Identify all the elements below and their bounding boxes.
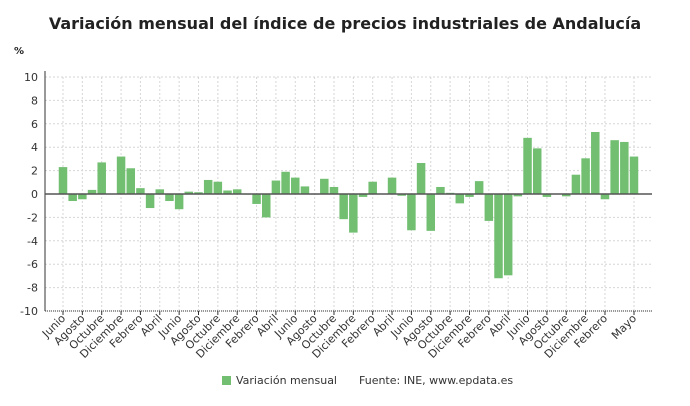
legend: Variación mensual Fuente: INE, www.epdat… [222, 374, 513, 387]
bar [407, 194, 416, 231]
bar [620, 141, 629, 194]
bar [126, 168, 135, 194]
bar [252, 194, 261, 204]
bar [416, 162, 426, 194]
y-tick-label: -4 [27, 235, 38, 248]
bar [436, 186, 445, 194]
bar [97, 162, 106, 194]
bar [358, 194, 368, 197]
bar [368, 181, 377, 194]
y-tick-label: -6 [27, 258, 38, 271]
bar [281, 171, 290, 194]
bar [484, 194, 494, 221]
bar [155, 189, 165, 194]
legend-swatch [222, 376, 231, 385]
bar [397, 194, 406, 196]
bar [203, 179, 213, 194]
bar [426, 194, 436, 231]
bar [523, 137, 532, 194]
bar [261, 194, 271, 218]
bar [532, 148, 542, 194]
bar [194, 192, 203, 194]
y-tick-label: 0 [31, 188, 38, 201]
bar [213, 181, 223, 194]
y-tick-label: 6 [31, 118, 38, 131]
bar [591, 131, 600, 194]
bar [165, 194, 174, 202]
bar [503, 194, 513, 276]
bar [291, 177, 300, 194]
bar [116, 156, 126, 194]
bar [136, 188, 145, 194]
bar [339, 194, 348, 220]
bar [562, 194, 571, 197]
chart-title: Variación mensual del índice de precios … [48, 14, 642, 33]
y-axis-unit: % [14, 46, 25, 57]
bar [184, 191, 194, 194]
bar [494, 194, 503, 279]
bar [232, 189, 242, 194]
y-tick-label: -2 [27, 211, 38, 224]
bar [513, 194, 523, 197]
bar [271, 180, 281, 194]
bar [68, 194, 77, 202]
bar [455, 194, 465, 204]
bar [87, 189, 97, 194]
bar [78, 194, 87, 200]
bar [174, 194, 184, 210]
bar [329, 186, 339, 194]
bar [629, 156, 639, 194]
bar [349, 194, 358, 233]
bar [474, 181, 484, 194]
y-tick-label: -10 [20, 305, 38, 318]
bar [610, 140, 619, 194]
source-note: Fuente: INE, www.epdata.es [359, 374, 514, 387]
y-tick-label: 2 [31, 165, 38, 178]
y-tick-label: 4 [31, 141, 38, 154]
bar [145, 194, 155, 209]
legend-label: Variación mensual [236, 374, 337, 387]
y-tick-label: 10 [24, 71, 38, 84]
bar [58, 167, 68, 194]
bar [465, 194, 474, 197]
bar [320, 178, 329, 194]
x-tick-label: Mayo [609, 312, 639, 342]
bar [300, 186, 310, 194]
y-tick-label: 8 [31, 94, 38, 107]
bar [581, 158, 590, 194]
bar [542, 194, 552, 197]
y-tick-label: -8 [27, 282, 38, 295]
bar [571, 174, 581, 194]
bar [600, 194, 610, 200]
bar [223, 190, 232, 194]
bar [387, 177, 397, 194]
